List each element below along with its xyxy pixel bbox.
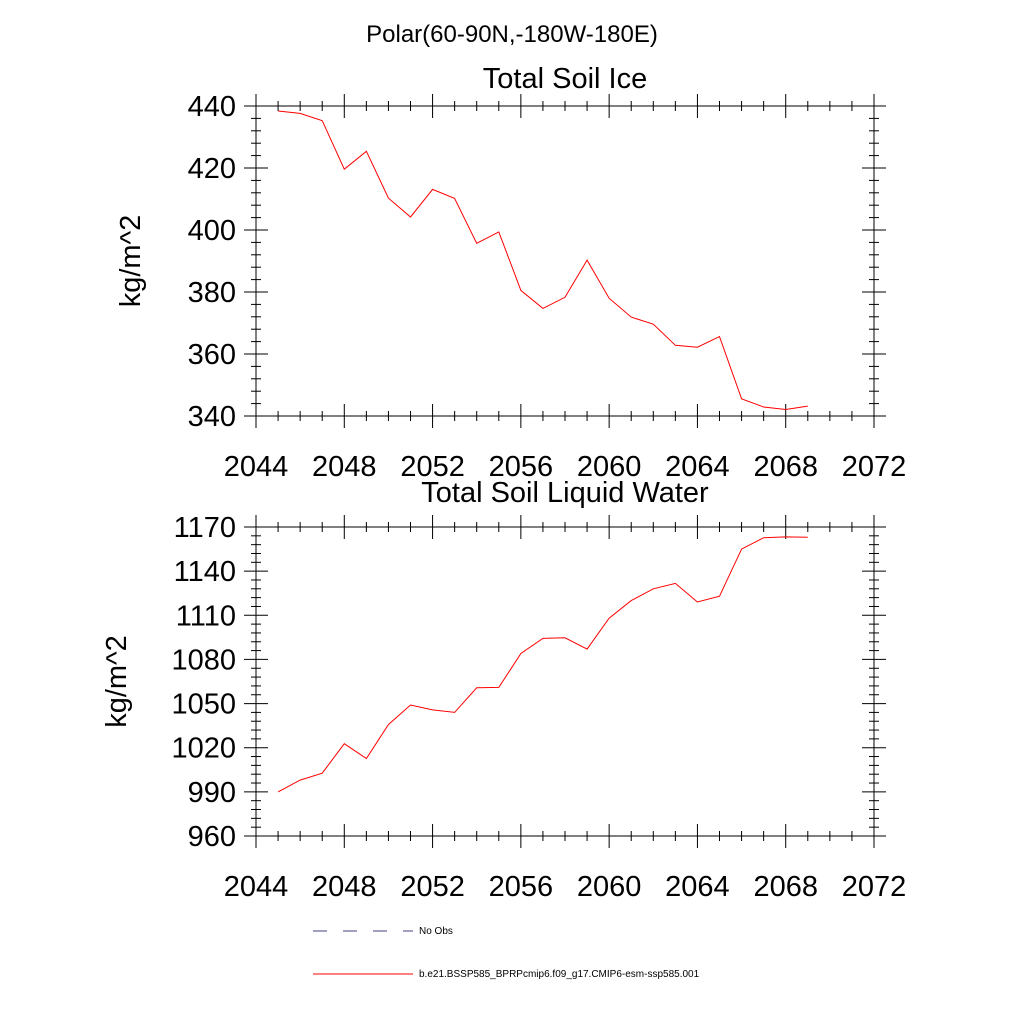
chart-title: Total Soil Liquid Water <box>421 477 709 509</box>
x-tick-label: 2072 <box>842 871 907 903</box>
x-tick-label: 2060 <box>577 871 642 903</box>
x-tick-label: 2064 <box>665 871 730 903</box>
y-tick-label: 990 <box>188 777 236 809</box>
panel-total-soil-ice: Total Soil Ice kg/m^2 2044 2048 2052 2056 2060… <box>115 63 906 483</box>
series-line <box>277 536 808 793</box>
x-tick-label: 2068 <box>753 871 818 903</box>
plot-frame <box>255 526 875 837</box>
y-tick-label: 340 <box>188 401 236 433</box>
y-tick-label: 1020 <box>171 733 236 765</box>
figure-suptitle: Polar(60-90N,-180W-180E) <box>366 21 658 48</box>
x-tick-label: 2052 <box>400 451 465 483</box>
x-tick-label: 2048 <box>312 871 377 903</box>
y-tick-label: 420 <box>188 153 236 185</box>
y-tick-label: 360 <box>188 339 236 371</box>
x-tick-label: 2072 <box>842 451 907 483</box>
x-tick-label: 2068 <box>753 451 818 483</box>
x-tick-label: 2048 <box>312 451 377 483</box>
y-tick-label: 1050 <box>171 689 236 721</box>
x-tick-label: 2064 <box>665 451 730 483</box>
y-tick-label: 1140 <box>174 556 236 588</box>
legend-model-label: b.e21.BSSP585_BPRPcmip6.f09_g17.CMIP6-es… <box>419 969 700 980</box>
chart-title: Total Soil Ice <box>483 63 647 95</box>
y-axis-label: kg/m^2 <box>101 635 133 728</box>
x-tick-label: 2060 <box>577 451 642 483</box>
y-tick-label: 960 <box>188 821 236 853</box>
x-tick-label: 2044 <box>224 871 289 903</box>
panel-total-soil-liquid-water: Total Soil Liquid Water kg/m^2 2044 2048 205… <box>101 477 906 903</box>
series-line <box>278 110 808 411</box>
x-tick-label: 2056 <box>489 871 554 903</box>
y-tick-label: 400 <box>188 215 236 247</box>
y-axis-label: kg/m^2 <box>115 215 147 308</box>
y-tick-label: 1080 <box>171 644 236 676</box>
x-tick-label: 2044 <box>224 451 289 483</box>
legend-no-obs-label: No Obs <box>419 926 453 937</box>
x-tick-label: 2056 <box>489 451 554 483</box>
y-tick-label: 1110 <box>176 600 236 632</box>
x-tick-label: 2052 <box>400 871 465 903</box>
y-tick-label: 380 <box>188 277 236 309</box>
legend: No Obs b.e21.BSSP585_BPRPcmip6.f09_g17.C… <box>313 926 700 980</box>
plot-frame <box>255 105 875 417</box>
y-tick-label: 1170 <box>174 512 236 544</box>
y-tick-label: 440 <box>188 91 236 123</box>
